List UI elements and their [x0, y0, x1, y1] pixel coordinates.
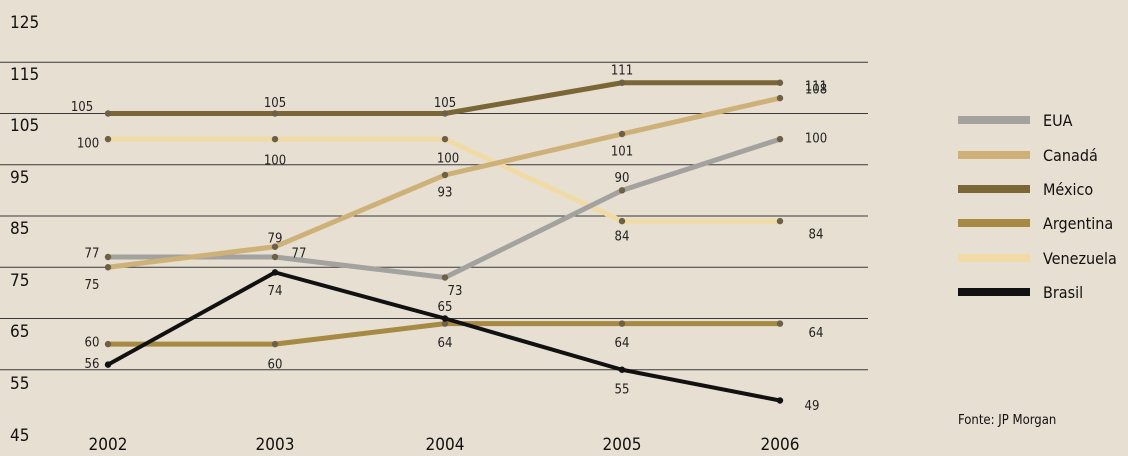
data-label: 75 [85, 278, 100, 293]
data-label: 65 [438, 300, 453, 315]
y-tick-label: 95 [10, 168, 29, 188]
data-label: 77 [85, 247, 100, 262]
data-label: 64 [809, 326, 824, 341]
data-point [271, 135, 279, 143]
data-point [441, 171, 449, 179]
y-tick-label: 45 [10, 426, 29, 446]
source-note: Fonte: JP Morgan [958, 413, 1056, 428]
data-label: 64 [615, 336, 630, 351]
data-point [271, 110, 279, 117]
data-point [776, 94, 784, 102]
x-tick-label: 2002 [89, 435, 128, 455]
legend-swatch-méxico [958, 185, 1030, 193]
data-label: 100 [264, 154, 286, 169]
series-line-canadá [105, 95, 783, 270]
series-lines [105, 80, 783, 403]
y-tick-label: 125 [10, 13, 39, 33]
data-point [618, 187, 626, 194]
data-point [618, 320, 626, 327]
legend-swatch-canadá [958, 151, 1030, 159]
data-point [441, 315, 449, 322]
legend: EUA Canadá México Argentina Venezuela Brasil [958, 111, 1117, 302]
x-tick-label: 2004 [426, 435, 465, 455]
data-label: 100 [805, 132, 827, 147]
x-tick-label: 2003 [256, 435, 295, 455]
data-label: 77 [292, 247, 307, 262]
data-point [776, 217, 784, 225]
x-axis: 2002 2003 2004 2005 2006 [89, 435, 800, 455]
data-point [104, 253, 112, 261]
legend-label: México [1043, 180, 1093, 199]
data-point [441, 110, 449, 117]
legend-swatch-venezuela [958, 254, 1030, 262]
legend-label: Brasil [1043, 283, 1083, 302]
data-label: 84 [615, 230, 630, 245]
data-point [271, 243, 279, 250]
data-label: 74 [268, 284, 283, 299]
data-label: 105 [71, 100, 93, 115]
legend-label: EUA [1043, 111, 1073, 130]
data-label: 111 [805, 79, 827, 94]
data-label: 49 [805, 399, 820, 414]
data-point [776, 320, 784, 327]
y-tick-label: 115 [10, 65, 39, 85]
data-label: 93 [438, 186, 453, 201]
data-point [104, 264, 112, 271]
data-point [271, 340, 279, 348]
legend-label: Canadá [1043, 146, 1098, 165]
data-label: 60 [85, 336, 100, 351]
data-point [618, 130, 626, 138]
x-tick-label: 2005 [603, 435, 642, 455]
data-label: 111 [611, 63, 633, 78]
data-labels: 77 77 73 90 100 75 79 93 101 108 105 105 105 111 111 60… [71, 63, 827, 414]
y-tick-label: 105 [10, 116, 39, 136]
data-point [776, 397, 784, 404]
data-label: 55 [615, 382, 630, 397]
data-point [618, 79, 626, 86]
data-point [618, 366, 626, 373]
data-label: 73 [448, 284, 463, 299]
legend-swatch-eua [958, 116, 1030, 124]
data-point [441, 135, 449, 143]
data-label: 105 [434, 96, 456, 111]
data-point [104, 361, 112, 368]
x-tick-label: 2006 [761, 435, 800, 455]
data-point [104, 135, 112, 143]
legend-swatch-argentina [958, 219, 1030, 227]
data-label: 64 [438, 336, 453, 351]
data-point [441, 320, 449, 327]
data-point [271, 253, 279, 261]
data-label: 84 [809, 228, 824, 243]
data-point [104, 110, 112, 117]
y-tick-label: 85 [10, 219, 29, 239]
data-label: 79 [268, 231, 283, 246]
data-label: 56 [85, 357, 100, 372]
y-tick-label: 65 [10, 322, 29, 342]
legend-swatch-brasil [958, 288, 1030, 296]
data-label: 101 [611, 145, 633, 160]
data-label: 105 [264, 96, 286, 111]
data-point [776, 79, 784, 86]
y-tick-label: 55 [10, 374, 29, 394]
y-tick-label: 75 [10, 271, 29, 291]
data-label: 90 [615, 171, 630, 186]
y-axis: 125 115 105 95 85 75 65 55 45 [10, 13, 39, 446]
data-label: 100 [437, 152, 459, 167]
data-label: 108 [805, 83, 827, 98]
data-label: 100 [77, 137, 99, 152]
data-point [776, 135, 784, 143]
data-point [271, 269, 279, 276]
legend-label: Argentina [1043, 214, 1113, 233]
data-point [618, 217, 626, 225]
data-point [441, 274, 449, 281]
data-point [104, 340, 112, 348]
series-points [104, 79, 784, 404]
legend-label: Venezuela [1043, 249, 1117, 268]
data-label: 60 [268, 358, 283, 373]
